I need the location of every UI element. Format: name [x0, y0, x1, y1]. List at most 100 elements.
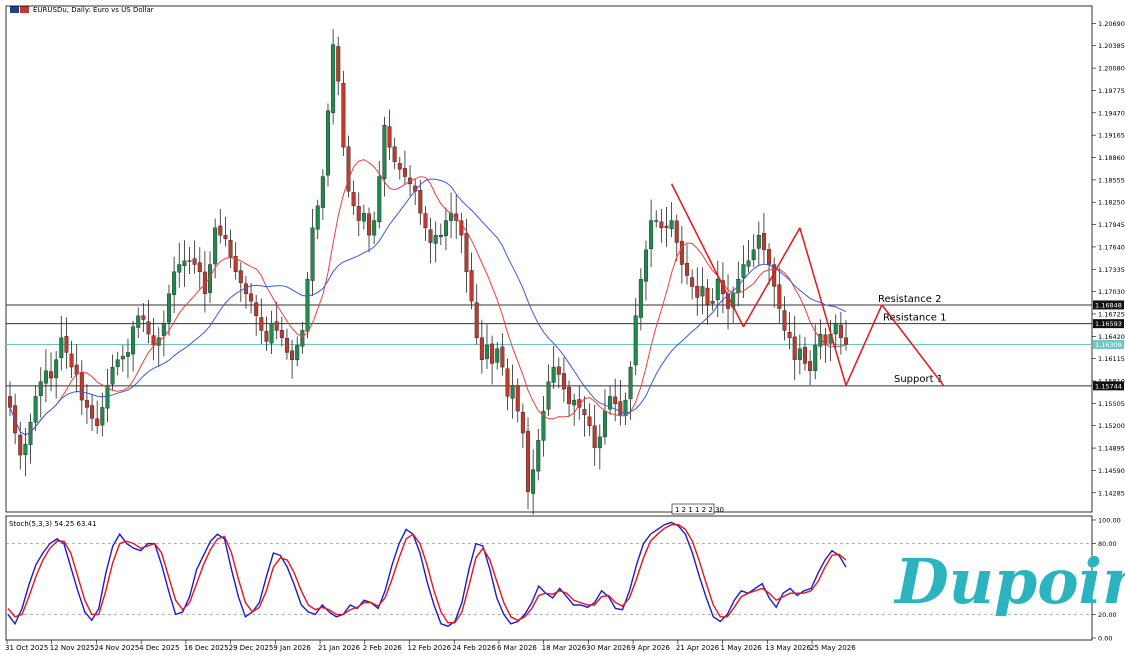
candle-body [125, 352, 130, 357]
candle-body [643, 249, 648, 282]
price-tick-label: 1.14895 [1098, 445, 1125, 453]
price-tick-label: 1.18555 [1098, 176, 1125, 184]
level-price-tag [1093, 381, 1124, 391]
time-tick-label: 12 Feb 2026 [408, 644, 452, 652]
candle-body [54, 359, 59, 379]
candle-body [500, 346, 505, 368]
candle-body [161, 322, 166, 336]
candle-body [433, 234, 438, 244]
price-tick-label: 1.20385 [1098, 42, 1125, 50]
time-tick-label: 31 Oct 2025 [5, 644, 48, 652]
candle-body [115, 359, 120, 368]
candle-body [449, 212, 454, 221]
candle-body [474, 302, 479, 338]
symbol-flag-icon-2 [20, 6, 29, 13]
stoch-tick-label: 80.00 [1098, 540, 1117, 548]
candle-body [392, 146, 397, 163]
candle-body [838, 324, 843, 338]
candle-body [249, 293, 254, 302]
candle-body [438, 234, 443, 238]
time-tick-label: 6 Mar 2026 [497, 644, 537, 652]
time-tick-label: 2 Feb 2026 [363, 644, 403, 652]
candle-body [679, 240, 684, 265]
candle-body [151, 335, 156, 346]
candle-body [520, 411, 525, 434]
candle-body [100, 407, 105, 426]
time-tick-label: 21 Jan 2026 [318, 644, 361, 652]
time-tick-label: 9 Jan 2026 [273, 644, 311, 652]
candle-body [90, 405, 95, 419]
candle-body [238, 270, 243, 284]
candle-body [613, 396, 618, 404]
candle-body [782, 310, 787, 331]
candle-body [284, 338, 289, 353]
price-tick-label: 1.19470 [1098, 109, 1125, 117]
candle-body [259, 317, 264, 331]
price-tick-label: 1.14590 [1098, 467, 1125, 475]
candle-body [443, 220, 448, 236]
candle-body [746, 260, 751, 267]
candle-body [7, 396, 12, 408]
price-tick-label: 1.18250 [1098, 199, 1125, 207]
candle-body [710, 300, 715, 304]
dupoin-logo: Dupoin [893, 545, 1125, 618]
candle-body [325, 110, 330, 176]
candle-body [797, 348, 802, 360]
main-panel[interactable] [5, 5, 1093, 513]
candle-body [382, 125, 387, 179]
trendline [670, 183, 745, 328]
candle-body [551, 366, 556, 383]
candle-body [331, 44, 336, 113]
trendline [845, 304, 883, 386]
candle-body [813, 344, 818, 371]
candle-body [536, 440, 541, 472]
candle-body [120, 355, 125, 360]
candle-body [546, 381, 551, 410]
candle-body [69, 353, 74, 368]
candle-body [177, 264, 182, 273]
time-badge-text: 1 2 1 1 2 2 30 [675, 506, 724, 514]
candle-body [464, 233, 469, 273]
level-price-tag-text: 1.15744 [1095, 382, 1122, 390]
current-price-tag-text: 1.16309 [1095, 341, 1122, 349]
candle-body [567, 386, 572, 404]
candle-body [484, 344, 489, 359]
candle-body [756, 234, 761, 249]
stochastic-oscillator: 100.00 80.00 20.00 0.00 [6, 517, 1121, 643]
candle-body [767, 249, 772, 265]
candle-body [495, 348, 500, 363]
candle-body [131, 326, 136, 355]
trendlines [670, 183, 945, 386]
candle-body [423, 213, 428, 229]
stoch-panel[interactable] [5, 515, 1093, 641]
candle-body [208, 264, 213, 293]
time-tick-label: 13 May 2026 [765, 644, 811, 652]
candle-body [300, 330, 305, 347]
candle-body [320, 176, 325, 208]
candle-body [64, 336, 69, 353]
time-tick-label: 1 May 2026 [721, 644, 763, 652]
time-tick-label: 18 Mar 2026 [542, 644, 587, 652]
price-tick-label: 1.17030 [1098, 288, 1125, 296]
candle-body [192, 258, 197, 265]
candle-body [110, 366, 115, 385]
level-price-tag-text: 1.16593 [1095, 320, 1122, 328]
candle-body [387, 126, 392, 148]
candle-body [541, 410, 546, 441]
time-tick-label: 25 May 2026 [810, 644, 856, 652]
candle-body [479, 337, 484, 360]
candle-body [33, 396, 38, 423]
candle-body [618, 401, 623, 415]
candle-body [38, 381, 43, 397]
price-tick-label: 1.14285 [1098, 489, 1125, 497]
candle-body [459, 220, 464, 236]
candle-body [608, 396, 613, 410]
ma-fast-line [9, 159, 847, 436]
candle-body [577, 399, 582, 408]
candle-body [761, 233, 766, 251]
symbol-flag-icon [10, 6, 19, 13]
candle-body [141, 315, 146, 320]
time-axis: 31 Oct 2025 12 Nov 2025 24 Nov 2025 4 Dec 2… [5, 640, 856, 652]
candle-body [582, 409, 587, 415]
